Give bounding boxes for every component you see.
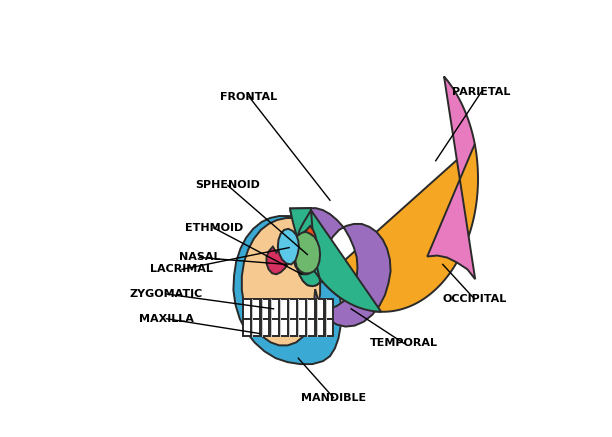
Polygon shape bbox=[290, 144, 478, 312]
Polygon shape bbox=[266, 238, 296, 274]
Polygon shape bbox=[271, 319, 278, 336]
Polygon shape bbox=[307, 299, 315, 319]
Text: ETHMOID: ETHMOID bbox=[185, 223, 243, 233]
Text: ZYGOMATIC: ZYGOMATIC bbox=[130, 289, 203, 299]
Text: FRONTAL: FRONTAL bbox=[220, 92, 277, 101]
Polygon shape bbox=[427, 76, 475, 279]
Polygon shape bbox=[293, 226, 317, 274]
Polygon shape bbox=[233, 216, 341, 364]
Polygon shape bbox=[271, 299, 278, 319]
Polygon shape bbox=[289, 299, 297, 319]
Polygon shape bbox=[326, 319, 334, 336]
Polygon shape bbox=[298, 319, 306, 336]
Text: NASAL: NASAL bbox=[179, 253, 220, 263]
Polygon shape bbox=[280, 319, 288, 336]
Polygon shape bbox=[242, 218, 320, 345]
Polygon shape bbox=[307, 319, 315, 336]
Text: LACRIMAL: LACRIMAL bbox=[151, 264, 214, 274]
Text: PARIETAL: PARIETAL bbox=[452, 87, 511, 97]
Text: SPHENOID: SPHENOID bbox=[195, 180, 260, 191]
Polygon shape bbox=[243, 319, 251, 336]
Polygon shape bbox=[326, 299, 334, 319]
Polygon shape bbox=[298, 299, 306, 319]
Text: TEMPORAL: TEMPORAL bbox=[370, 338, 438, 348]
Polygon shape bbox=[261, 299, 269, 319]
Polygon shape bbox=[316, 299, 324, 319]
Polygon shape bbox=[278, 229, 299, 264]
Text: MANDIBLE: MANDIBLE bbox=[301, 393, 366, 402]
Text: MAXILLA: MAXILLA bbox=[139, 314, 194, 324]
Polygon shape bbox=[289, 319, 297, 336]
Polygon shape bbox=[252, 299, 260, 319]
Text: OCCIPITAL: OCCIPITAL bbox=[442, 294, 507, 304]
Polygon shape bbox=[243, 299, 251, 319]
Polygon shape bbox=[293, 232, 320, 273]
Polygon shape bbox=[261, 319, 269, 336]
Polygon shape bbox=[316, 319, 324, 336]
Polygon shape bbox=[252, 319, 260, 336]
Polygon shape bbox=[311, 208, 390, 326]
Polygon shape bbox=[290, 208, 381, 312]
Polygon shape bbox=[280, 299, 288, 319]
